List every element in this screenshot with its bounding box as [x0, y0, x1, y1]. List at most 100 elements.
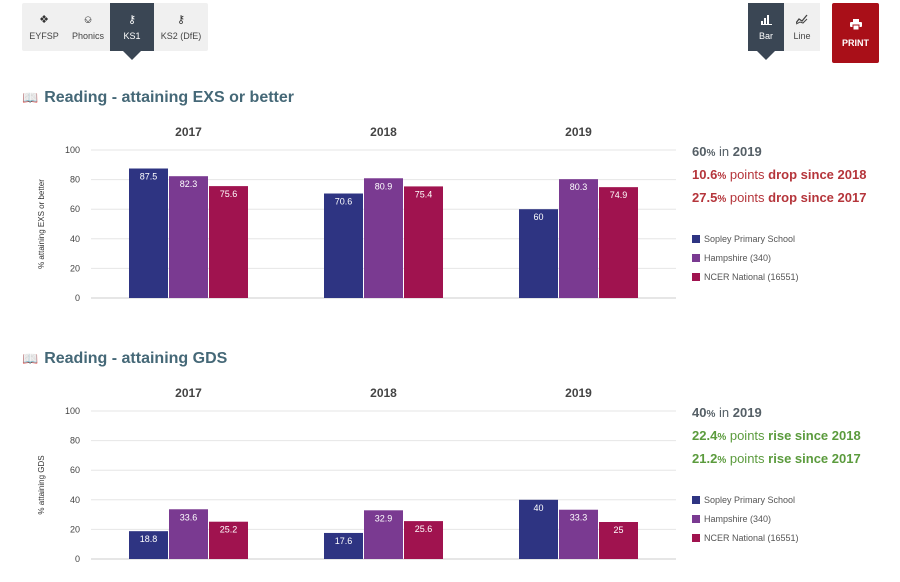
y-tick-label: 80	[70, 436, 80, 446]
legend-swatch	[692, 514, 700, 523]
summary-gds: 40% in 2019 22.4% points rise since 2018…	[692, 402, 861, 471]
tab-eyfsp[interactable]: ❖ EYFSP	[22, 3, 66, 51]
y-tick-label: 100	[65, 145, 80, 155]
book-icon: 📖	[22, 90, 39, 105]
summary-word: in	[719, 405, 730, 420]
bar-view-button[interactable]: Bar	[748, 3, 784, 60]
summary-word: points	[729, 167, 765, 182]
data-label: 87.5	[140, 172, 158, 182]
key-stage-tabs: ❖ EYFSP ⎉ Phonics ⚷ KS1 ⚷ KS2 (DfE)	[22, 3, 208, 60]
data-label: 60	[533, 212, 543, 222]
summary-unit: %	[717, 171, 727, 182]
y-tick-label: 40	[70, 234, 80, 244]
data-label: 75.6	[220, 189, 238, 199]
bar	[559, 179, 598, 298]
tab-label: EYFSP	[29, 30, 59, 41]
data-label: 80.3	[570, 182, 588, 192]
section-title-text: Reading - attaining GDS	[44, 350, 228, 367]
bar	[364, 510, 403, 559]
bar	[364, 178, 403, 298]
legend-item: NCER National (16551)	[692, 267, 799, 286]
summary-word: in	[719, 144, 730, 159]
section-title-text: Reading - attaining EXS or better	[44, 89, 294, 106]
y-tick-label: 100	[65, 406, 80, 416]
summary-unit: %	[717, 455, 727, 466]
y-tick-label: 60	[70, 465, 80, 475]
legend-swatch	[692, 253, 700, 262]
legend-label: Sopley Primary School	[704, 494, 796, 505]
line-view-button[interactable]: Line	[784, 3, 820, 51]
bar	[404, 521, 443, 559]
bar	[599, 522, 638, 559]
summary-value: 22.4	[692, 428, 718, 443]
bar	[129, 168, 168, 298]
chart-exs: 0 20 40 60 80 100 % attaining EXS or better 201…	[37, 125, 676, 303]
category-label: 2017	[175, 386, 202, 400]
bar	[519, 499, 558, 559]
y-tick-label: 80	[70, 175, 80, 185]
data-label: 80.9	[375, 181, 393, 191]
data-label: 33.3	[570, 513, 588, 523]
y-tick-label: 60	[70, 204, 80, 214]
bar	[599, 187, 638, 298]
y-tick-label: 20	[70, 524, 80, 534]
tab-ks1[interactable]: ⚷ KS1	[110, 3, 154, 60]
data-label: 33.6	[180, 512, 198, 522]
summary-unit: %	[706, 409, 716, 420]
summary-line-change-2017: 21.2% points rise since 2017	[692, 448, 861, 471]
chart-view-toggle: Bar Line	[748, 3, 820, 60]
y-tick-label: 40	[70, 495, 80, 505]
y-axis-label: % attaining GDS	[37, 455, 46, 514]
legend-label: NCER National (16551)	[704, 532, 799, 543]
summary-tail: rise since 2018	[768, 428, 861, 443]
line-chart-icon	[796, 14, 808, 24]
data-label: 74.9	[610, 190, 628, 200]
y-axis-label: % attaining EXS or better	[37, 179, 46, 269]
legend-swatch	[692, 533, 700, 542]
print-label: PRINT	[842, 37, 869, 48]
summary-word: points	[729, 428, 765, 443]
legend-item: Hampshire (340)	[692, 509, 799, 528]
category-label: 2018	[370, 386, 397, 400]
summary-value: 27.5	[692, 190, 718, 205]
puzzle-icon: ❖	[39, 13, 49, 26]
legend-item: Hampshire (340)	[692, 248, 799, 267]
data-label: 17.6	[335, 536, 353, 546]
y-tick-label: 0	[75, 554, 80, 564]
bar	[209, 186, 248, 298]
data-label: 25.2	[220, 525, 238, 535]
data-label: 82.3	[180, 179, 198, 189]
summary-year: 2019	[732, 405, 762, 420]
book-icon: 📖	[22, 351, 39, 366]
section-title-gds: 📖 Reading - attaining GDS	[22, 350, 227, 368]
summary-unit: %	[717, 194, 727, 205]
print-button[interactable]: PRINT	[832, 3, 879, 63]
bar	[324, 532, 363, 559]
legend-gds: Sopley Primary School Hampshire (340) NC…	[692, 490, 799, 547]
summary-line-current: 40% in 2019	[692, 402, 861, 425]
section-title-exs: 📖 Reading - attaining EXS or better	[22, 89, 294, 107]
legend-label: Sopley Primary School	[704, 233, 796, 244]
printer-icon	[849, 18, 862, 30]
summary-word: points	[729, 451, 765, 466]
bar	[404, 186, 443, 298]
data-label: 70.6	[335, 197, 353, 207]
bar-view-label: Bar	[758, 30, 773, 41]
key-icon: ⚷	[176, 13, 186, 26]
tab-ks2-dfe[interactable]: ⚷ KS2 (DfE)	[154, 3, 208, 51]
bar	[209, 521, 248, 559]
legend-swatch	[692, 272, 700, 281]
category-label: 2019	[565, 125, 592, 139]
summary-unit: %	[717, 432, 727, 443]
tab-phonics[interactable]: ⎉ Phonics	[66, 3, 110, 51]
summary-value: 21.2	[692, 451, 718, 466]
legend-item: Sopley Primary School	[692, 229, 799, 248]
y-tick-label: 20	[70, 263, 80, 273]
legend-swatch	[692, 495, 700, 504]
y-tick-label: 0	[75, 293, 80, 303]
summary-line-change-2018: 10.6% points drop since 2018	[692, 164, 866, 187]
chart-gds: 0 20 40 60 80 100 % attaining GDS 2017 18.8 33.6 2…	[37, 386, 676, 564]
line-view-label: Line	[793, 30, 811, 41]
legend-swatch	[692, 234, 700, 243]
summary-exs: 60% in 2019 10.6% points drop since 2018…	[692, 141, 866, 210]
